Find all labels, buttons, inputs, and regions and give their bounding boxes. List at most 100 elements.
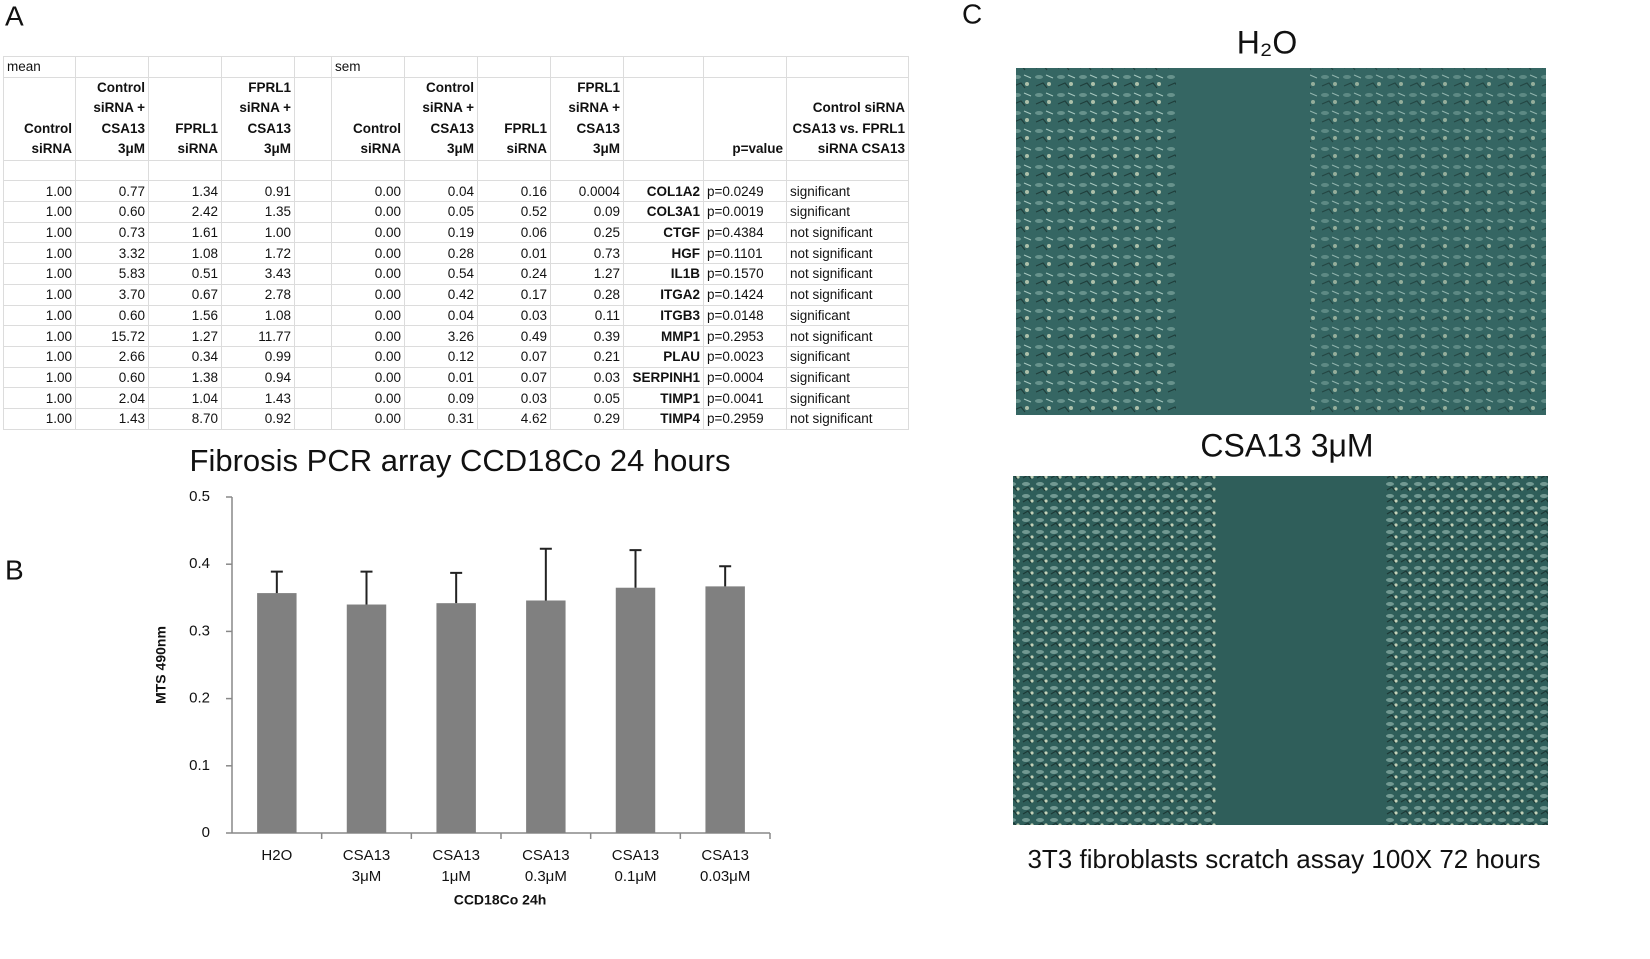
p-value: p=0.2953 [703,325,787,347]
bar [346,604,387,833]
significance: significant [786,345,909,368]
p-value: p=0.0249 [703,180,787,203]
table-row: 1.00 3.32 1.08 1.72 0.00 0.28 0.01 0.73 HGF p=0.1… [3,242,909,265]
table-cell: 2.42 [148,201,222,223]
column-header: Control siRNA + CSA13 3μM [404,76,478,161]
significance: not significant [786,221,909,244]
table-row: 1.00 15.72 1.27 11.77 0.00 3.26 0.49 0.39 MMP1 p=… [3,325,909,347]
column-header: FPRL1 siRNA [477,76,551,161]
table-cell [148,56,222,78]
table-cell: 5.83 [75,263,149,285]
cell-layer [1385,476,1548,825]
table-cell [331,159,405,182]
error-bar [629,549,642,588]
table-row: mean sem [3,56,909,78]
table-cell: 0.00 [331,407,405,430]
table-cell: 1.08 [221,304,295,327]
table-cell: 1.00 [3,387,76,409]
column-header: Control siRNA [3,76,76,161]
table-cell: 0.67 [148,283,222,306]
table-cell: 0.12 [404,345,478,368]
table-cell [294,366,332,389]
table-cell: 0.73 [75,221,149,244]
table-cell [221,56,295,78]
gene-name: CTGF [623,221,704,244]
column-header: FPRL1 siRNA + CSA13 3μM [221,76,295,161]
y-tick-label: 0 [202,824,210,841]
table-row: 1.00 2.66 0.34 0.99 0.00 0.12 0.07 0.21 PLAU p=0.… [3,345,909,368]
table-cell: 0.92 [221,407,295,430]
table-cell: 4.62 [477,407,551,430]
x-tick-label: CSA13 0.3μM [522,847,570,885]
table-cell: 0.77 [75,180,149,203]
group-label: sem [331,56,405,78]
y-tick-label: 0.5 [189,488,210,505]
table-cell: 0.09 [550,201,624,223]
image-title: H₂O [1237,24,1297,60]
x-axis-label: CCD18Co 24h [454,892,547,908]
data-table: mean sem Control siRNA Control siRNA + CSA1… [3,56,909,430]
table-row: Control siRNA Control siRNA + CSA13 3μM FP… [3,76,909,161]
image-caption: 3T3 fibroblasts scratch assay 100X 72 ho… [1027,844,1540,874]
table-cell: 0.94 [221,366,295,389]
table-cell: 1.43 [221,387,295,409]
table-cell [550,56,624,78]
table-row: 1.00 0.60 1.56 1.08 0.00 0.04 0.03 0.11 ITGB3 p=0… [3,304,909,327]
gene-name: COL1A2 [623,180,704,203]
column-header: FPRL1 siRNA + CSA13 3μM [550,76,624,161]
column-header: Control siRNA + CSA13 3μM [75,76,149,161]
table-cell: 0.21 [550,345,624,368]
significance: not significant [786,407,909,430]
bar [436,603,476,833]
table-cell: 0.00 [331,325,405,347]
error-bar [719,565,732,587]
x-tick-label: CSA13 0.1μM [612,847,660,885]
gene-name: HGF [623,242,704,265]
significance: significant [786,366,909,389]
table-cell: 0.16 [477,180,551,203]
p-value: p=0.1424 [703,283,787,306]
gene-name: SERPINH1 [623,366,704,389]
bar [257,593,297,833]
p-value: p=0.0148 [703,304,787,327]
bar [526,600,566,833]
table-cell: 0.05 [550,387,624,409]
table-cell [294,304,332,327]
table-cell [294,325,332,347]
table-cell [294,263,332,285]
table-cell: 0.05 [404,201,478,223]
image-title: CSA13 3μM [1200,427,1373,463]
column-header: Control siRNA [331,76,405,161]
table-cell: 1.00 [3,283,76,306]
significance: not significant [786,325,909,347]
table-cell: 0.07 [477,366,551,389]
table-cell: 3.26 [404,325,478,347]
x-tick-label: CSA13 3μM [343,847,391,885]
table-cell [294,159,332,182]
table-cell: 0.03 [477,304,551,327]
table-cell [75,56,149,78]
table-cell: 0.00 [331,242,405,265]
y-tick-label: 0.2 [189,690,210,707]
table-cell: 0.51 [148,263,222,285]
table-cell [3,159,76,182]
table-cell: 1.72 [221,242,295,265]
table-row: 1.00 1.43 8.70 0.92 0.00 0.31 4.62 0.29 TIMP4 p=0… [3,407,909,430]
table-cell [786,159,909,182]
table-row: 1.00 2.04 1.04 1.43 0.00 0.09 0.03 0.05 TIMP1 p=0… [3,387,909,409]
table-cell: 0.17 [477,283,551,306]
table-cell: 0.0004 [550,180,624,203]
table-cell [294,56,332,78]
x-tick-label: CSA13 0.03μM [700,847,750,885]
p-value: p=0.0019 [703,201,787,223]
table-row: 1.00 3.70 0.67 2.78 0.00 0.42 0.17 0.28 ITGA2 p=0… [3,283,909,306]
table-cell: 1.56 [148,304,222,327]
table-row: 1.00 0.60 2.42 1.35 0.00 0.05 0.52 0.09 COL3A1 p=… [3,201,909,223]
table-cell: 0.00 [331,304,405,327]
table-cell: 0.91 [221,180,295,203]
y-tick-label: 0.1 [189,757,210,774]
panel-label: C [962,0,982,29]
table-cell: 0.39 [550,325,624,347]
table-cell: 0.19 [404,221,478,244]
